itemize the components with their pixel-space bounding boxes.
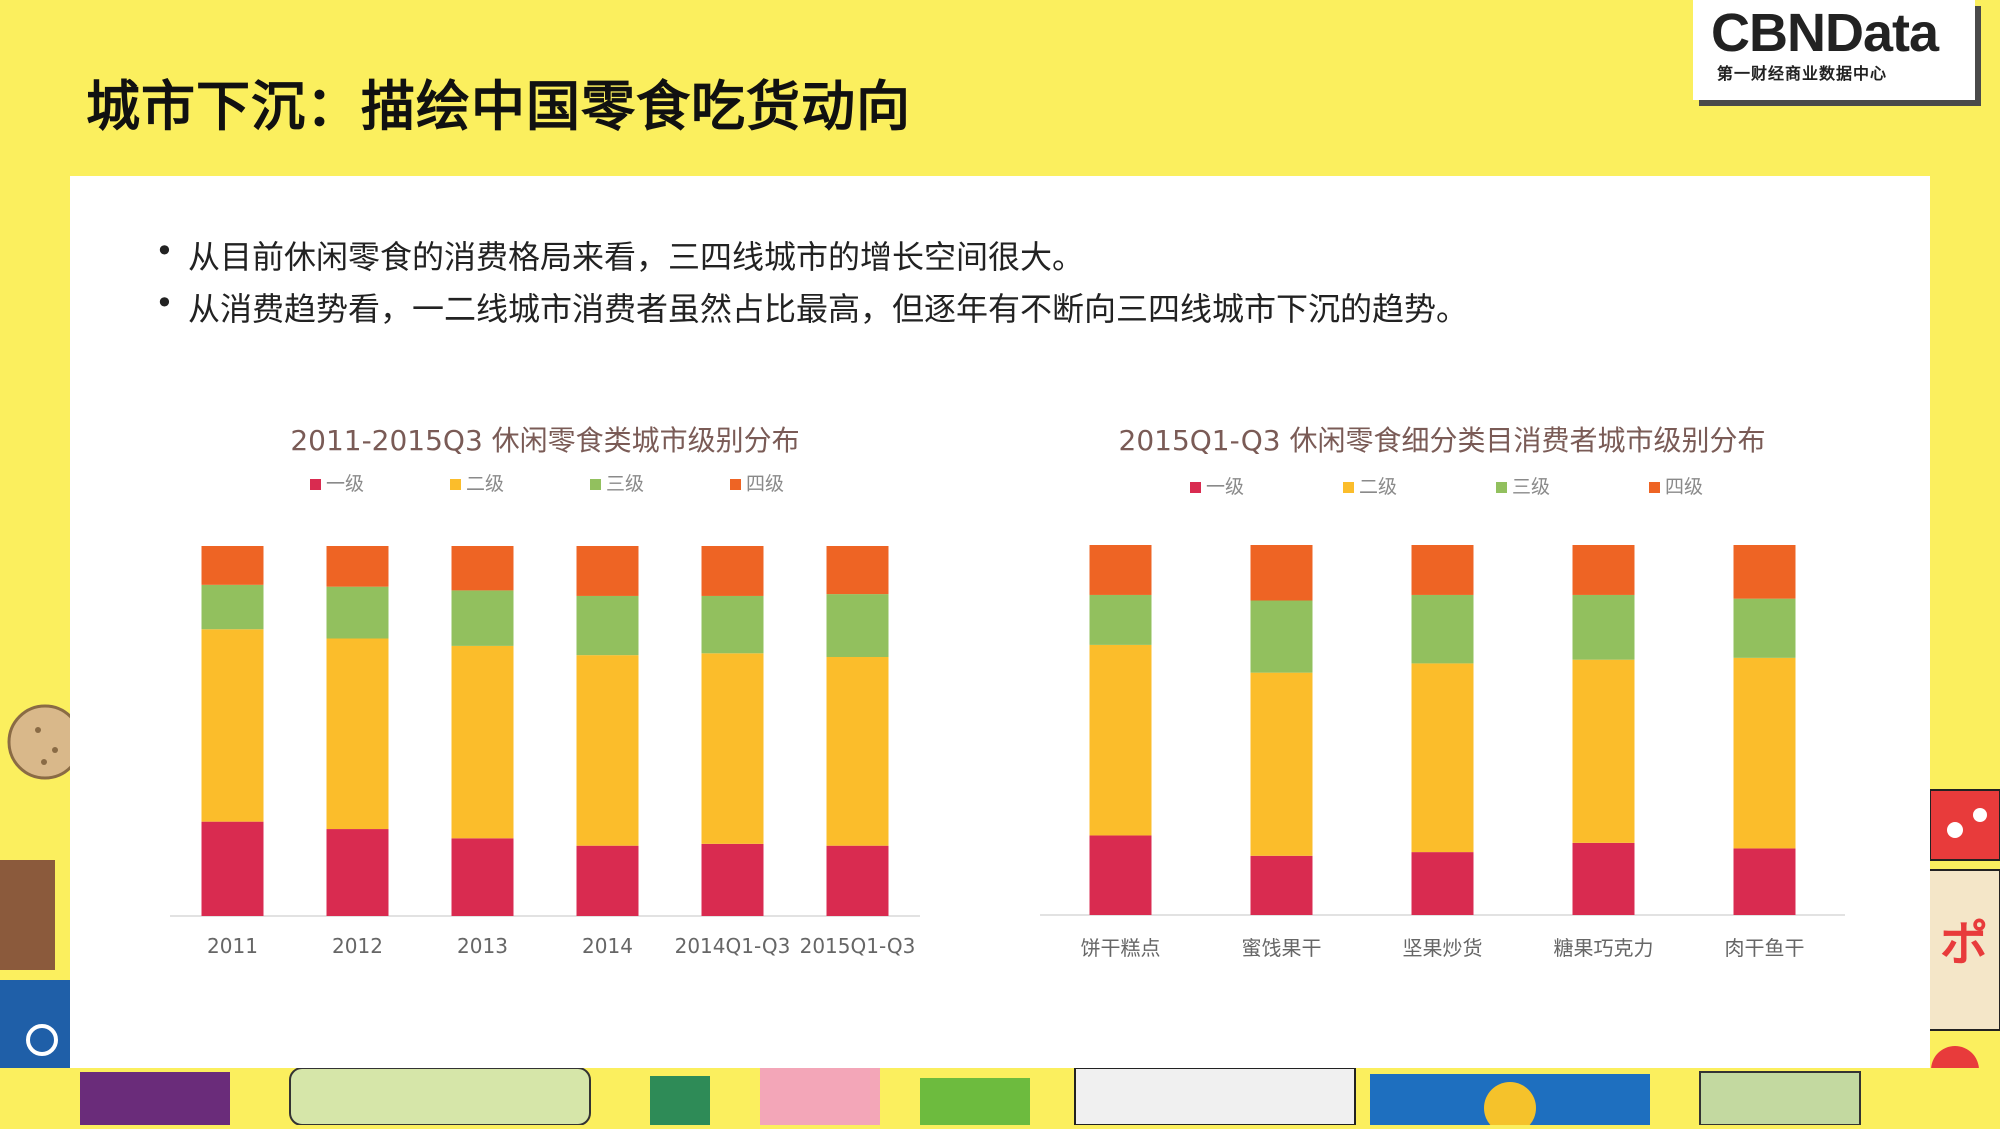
bar-segment: [1089, 644, 1152, 836]
bar-segment: [201, 821, 264, 916]
bar-segment: [576, 546, 639, 596]
legend-swatch-4: [1649, 482, 1660, 493]
bar-segment: [1572, 842, 1635, 915]
bar-segment: [1572, 545, 1635, 595]
bar-segment: [1250, 545, 1313, 601]
bar-segment: [1733, 598, 1796, 658]
legend-swatch-3: [1496, 482, 1507, 493]
bar-segment: [451, 645, 514, 839]
bar-segment: [451, 838, 514, 916]
bar-segment: [701, 653, 764, 844]
x-tick-label: 2011: [207, 934, 258, 958]
bar-segment: [1411, 663, 1474, 853]
legend-label: 三级: [1512, 476, 1550, 498]
bar-segment: [201, 584, 264, 630]
snack-decoration-left: [0, 704, 80, 1125]
bullet-text: 从消费趋势看，一二线城市消费者虽然占比最高，但逐年有不断向三四线城市下沉的趋势。: [188, 290, 1469, 328]
logo-tagline: 第一财经商业数据中心: [1717, 64, 1888, 83]
bullet-text: 从目前休闲零食的消费格局来看，三四线城市的增长空间很大。: [188, 238, 1085, 276]
svg-text:ポ: ポ: [1940, 916, 1988, 972]
bar-segment: [1411, 545, 1474, 595]
bar-segment: [1572, 594, 1635, 660]
bar-segment: [1089, 835, 1152, 915]
x-tick-label: 2015Q1-Q3: [800, 934, 916, 958]
bullet-item: • 从消费趋势看，一二线城市消费者虽然占比最高，但逐年有不断向三四线城市下沉的趋…: [155, 284, 1469, 330]
bar-segment: [576, 845, 639, 916]
bar-segment: [201, 629, 264, 822]
bar-segment: [701, 595, 764, 654]
content-panel: • 从目前休闲零食的消费格局来看，三四线城市的增长空间很大。 • 从消费趋势看，…: [70, 176, 1930, 1068]
legend-label: 二级: [1359, 476, 1397, 498]
bar-segment: [1250, 600, 1313, 673]
cbndata-logo: CBNData 第一财经商业数据中心: [1693, 0, 1975, 100]
legend-label: 四级: [746, 473, 784, 495]
bar-segment: [826, 657, 889, 846]
legend-label: 一级: [1206, 476, 1244, 498]
bar-segment: [826, 546, 889, 595]
logo-name: CBNData: [1711, 3, 1939, 63]
x-tick-label: 2014: [582, 934, 633, 958]
bullet-dot-icon: •: [155, 232, 174, 270]
bar-segment: [1733, 848, 1796, 915]
chart-title: 2011-2015Q3 休闲零食类城市级别分布: [290, 424, 799, 457]
legend-swatch-2: [1343, 482, 1354, 493]
snack-decoration-bottom: [0, 1067, 2000, 1129]
bar-segment: [1733, 657, 1796, 849]
chart-title: 2015Q1-Q3 休闲零食细分类目消费者城市级别分布: [1119, 424, 1766, 457]
bar-segment: [1089, 545, 1152, 595]
bar-segment: [576, 655, 639, 846]
bar-segment: [1089, 594, 1152, 645]
legend-label: 四级: [1665, 476, 1703, 498]
bar-segment: [701, 546, 764, 596]
legend-swatch-2: [450, 479, 461, 490]
page-title: 城市下沉：描绘中国零食吃货动向: [86, 75, 911, 138]
x-tick-label: 糖果巧克力: [1554, 936, 1654, 960]
bar-segment: [326, 638, 389, 830]
bar-segment: [1250, 672, 1313, 856]
legend-label: 一级: [326, 473, 364, 495]
x-tick-label: 2013: [457, 934, 508, 958]
bar-segment: [326, 586, 389, 639]
bullet-dot-icon: •: [155, 284, 174, 322]
x-tick-label: 坚果炒货: [1403, 936, 1483, 960]
bullet-item: • 从目前休闲零食的消费格局来看，三四线城市的增长空间很大。: [155, 232, 1085, 278]
x-tick-label: 饼干糕点: [1081, 936, 1161, 960]
legend-swatch-3: [590, 479, 601, 490]
bar-segment: [1250, 855, 1313, 915]
bar-segment: [326, 829, 389, 916]
bar-segment: [451, 590, 514, 646]
bar-segment: [201, 546, 264, 585]
bar-segment: [1572, 659, 1635, 843]
x-tick-label: 2014Q1-Q3: [675, 934, 791, 958]
legend-label: 二级: [466, 473, 504, 495]
bar-segment: [826, 594, 889, 657]
bar-segment: [1411, 852, 1474, 915]
x-tick-label: 肉干鱼干: [1725, 936, 1805, 960]
bar-segment: [326, 546, 389, 587]
bar-segment: [1733, 545, 1796, 599]
x-tick-label: 蜜饯果干: [1242, 936, 1322, 960]
legend-swatch-4: [730, 479, 741, 490]
bar-segment: [1411, 594, 1474, 664]
bar-segment: [701, 843, 764, 916]
bar-segment: [576, 595, 639, 656]
bar-segment: [826, 845, 889, 916]
bar-segment: [451, 546, 514, 591]
x-tick-label: 2012: [332, 934, 383, 958]
legend-swatch-1: [310, 479, 321, 490]
legend-label: 三级: [606, 473, 644, 495]
legend-swatch-1: [1190, 482, 1201, 493]
